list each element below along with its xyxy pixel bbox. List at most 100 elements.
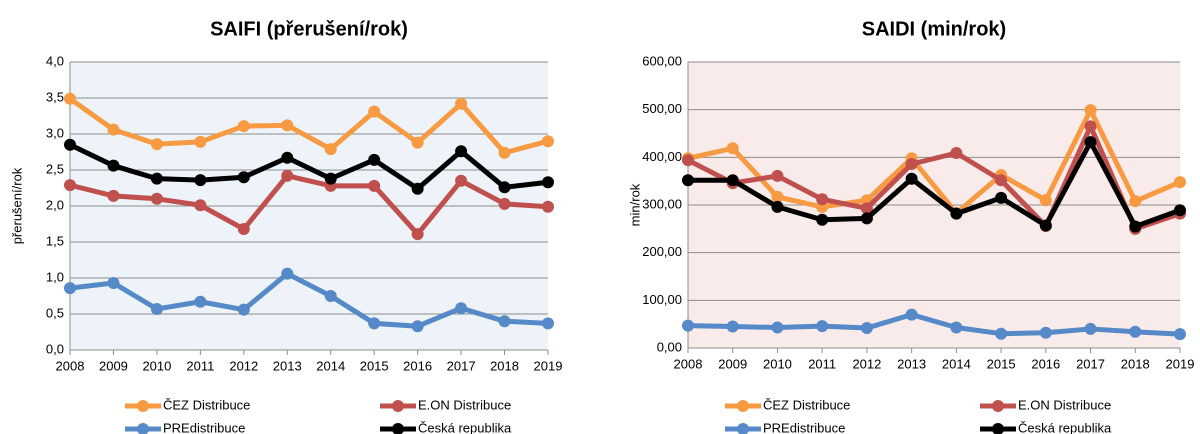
data-point xyxy=(281,169,294,182)
data-point xyxy=(1084,322,1097,335)
x-tick-label: 2017 xyxy=(447,358,476,373)
y-tick-label: 0,0 xyxy=(46,341,64,356)
data-point xyxy=(726,320,739,333)
data-point xyxy=(64,179,76,192)
data-point xyxy=(498,315,511,328)
data-point xyxy=(324,143,337,156)
x-tick-label: 2015 xyxy=(987,356,1016,371)
data-point xyxy=(455,174,468,187)
data-point xyxy=(950,147,963,160)
data-point xyxy=(411,320,424,333)
chart: SAIFI (přerušení/rok) přerušení/rok 0,0 0,5… xyxy=(9,18,562,434)
data-point xyxy=(107,189,120,202)
data-point xyxy=(281,151,294,164)
data-point xyxy=(771,169,784,182)
series-line xyxy=(68,96,549,156)
data-point xyxy=(107,159,120,172)
data-point xyxy=(542,176,554,189)
data-point xyxy=(150,172,163,185)
data-point xyxy=(995,191,1008,204)
legend-label: ČEZ Distribuce xyxy=(763,397,850,412)
data-point xyxy=(150,138,163,151)
x-tick-label: 2018 xyxy=(490,358,519,373)
data-point xyxy=(995,327,1008,340)
x-tick-label: 2009 xyxy=(99,358,128,373)
data-point xyxy=(237,171,250,184)
data-point xyxy=(682,154,694,167)
series-line xyxy=(69,271,549,329)
y-tick-label: 4,0 xyxy=(46,53,64,68)
legend-marker xyxy=(737,400,749,412)
data-point xyxy=(194,174,207,187)
data-point xyxy=(682,174,694,187)
x-tick-label: 2019 xyxy=(1166,356,1195,371)
data-point xyxy=(905,158,918,171)
data-point xyxy=(771,321,784,334)
data-point xyxy=(324,172,337,185)
y-tick-label: 400,00 xyxy=(642,149,682,164)
y-axis-title: přerušení/rok xyxy=(9,167,24,244)
x-tick-label: 2010 xyxy=(142,358,171,373)
y-tick-label: 2,0 xyxy=(46,197,64,212)
chart-title: SAIFI (přerušení/rok) xyxy=(210,18,408,40)
data-point xyxy=(368,179,381,192)
data-point xyxy=(1039,194,1052,207)
data-point xyxy=(542,317,554,330)
data-point xyxy=(1174,204,1186,217)
data-point xyxy=(455,145,468,158)
data-point xyxy=(64,138,76,151)
data-point xyxy=(1039,326,1052,339)
data-point xyxy=(950,207,963,220)
data-point xyxy=(498,197,511,210)
data-point xyxy=(150,192,163,205)
data-point xyxy=(905,172,918,185)
data-point xyxy=(771,190,784,203)
x-tick-label: 2017 xyxy=(1076,356,1105,371)
data-point xyxy=(368,105,381,118)
y-tick-label: 300,00 xyxy=(642,196,682,211)
series-line xyxy=(688,139,1181,229)
data-point xyxy=(816,213,829,226)
data-point xyxy=(368,317,381,330)
series-line xyxy=(68,142,549,192)
data-point xyxy=(368,153,381,166)
y-tick-label: 0,00 xyxy=(657,339,682,354)
legend-marker xyxy=(392,423,404,434)
data-point xyxy=(455,97,468,110)
data-point xyxy=(816,320,829,333)
data-point xyxy=(150,302,163,315)
chart-title: SAIDI (min/rok) xyxy=(862,18,1006,40)
data-point xyxy=(107,123,120,136)
data-point xyxy=(324,290,337,302)
y-tick-label: 500,00 xyxy=(642,101,682,116)
data-point xyxy=(771,200,784,213)
data-point xyxy=(107,277,120,290)
data-point xyxy=(194,135,207,148)
x-tick-label: 2015 xyxy=(360,358,389,373)
data-point xyxy=(281,267,294,280)
data-point xyxy=(1174,328,1186,341)
data-point xyxy=(542,135,554,148)
data-point xyxy=(498,146,511,159)
data-point xyxy=(1084,104,1097,117)
y-tick-label: 200,00 xyxy=(642,244,682,259)
legend-label: E.ON Distribuce xyxy=(418,397,511,412)
legend-marker xyxy=(992,400,1004,412)
y-tick-label: 3,0 xyxy=(46,125,64,140)
legend-marker xyxy=(392,400,404,412)
data-point xyxy=(1174,176,1186,189)
x-tick-label: 2011 xyxy=(186,358,214,373)
data-point xyxy=(682,319,694,332)
legend-label: Česká republika xyxy=(418,420,512,434)
chart: SAIDI (min/rok) min/rok 0,00 100,00 200,00 30… xyxy=(627,18,1194,434)
x-tick-label: 2014 xyxy=(316,358,345,373)
x-tick-label: 2009 xyxy=(718,356,747,371)
x-tick-label: 2013 xyxy=(273,358,302,373)
y-tick-label: 0,5 xyxy=(46,305,64,320)
series-line xyxy=(69,173,549,237)
data-point xyxy=(905,308,918,321)
x-tick-label: 2014 xyxy=(942,356,971,371)
x-tick-label: 2016 xyxy=(403,358,432,373)
x-tick-label: 2008 xyxy=(674,356,703,371)
data-point xyxy=(860,212,873,225)
